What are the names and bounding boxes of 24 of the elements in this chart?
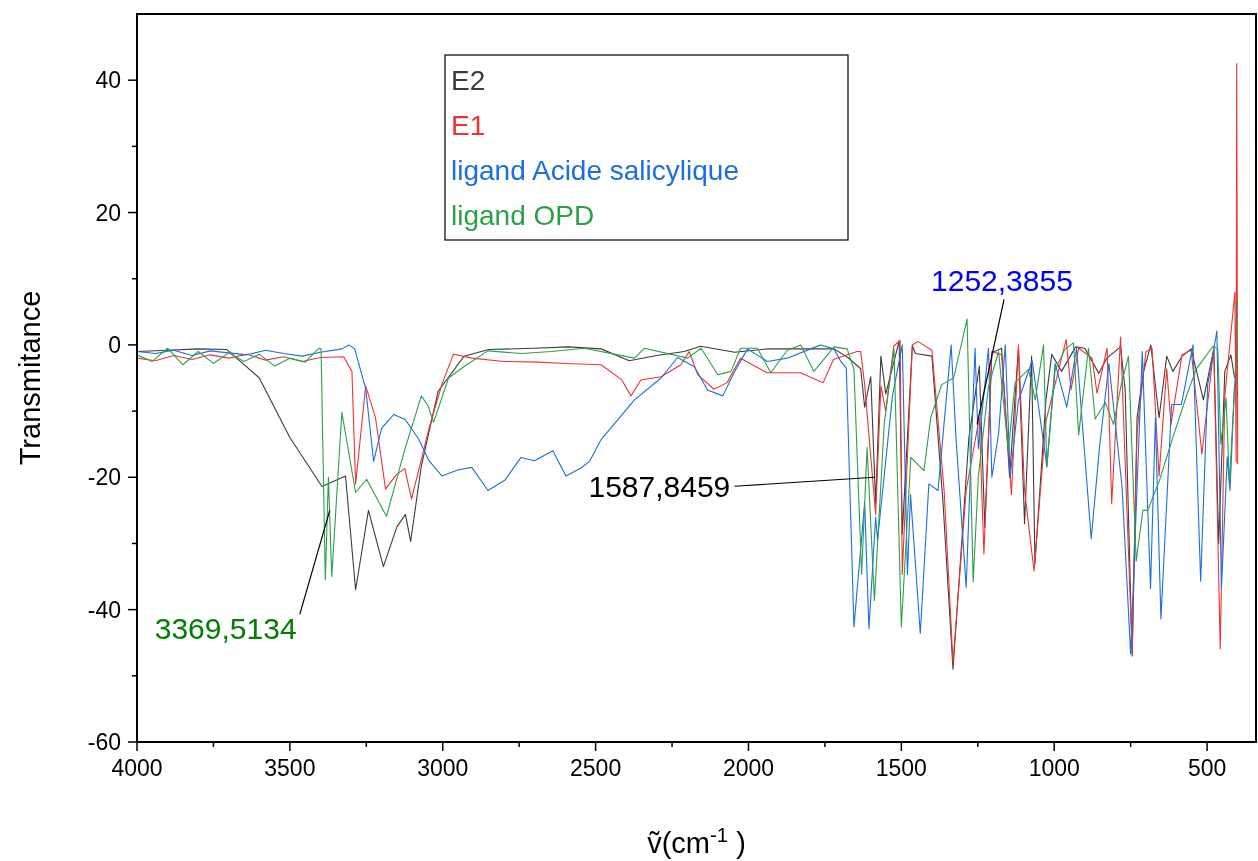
x-tick-label: 1000 — [1028, 755, 1080, 781]
y-tick-label: 20 — [95, 199, 121, 226]
x-tick-label: 1500 — [875, 755, 927, 781]
text: ligand Acide salicylique — [451, 155, 739, 186]
x-tick-label: 3000 — [417, 755, 469, 781]
text: E1 — [451, 110, 486, 141]
y-axis-title: Transmitance — [14, 290, 46, 466]
x-tick-label: 4000 — [111, 755, 163, 781]
annotation: 1252,3855 — [931, 264, 1073, 298]
x-tick-label: 2000 — [722, 755, 775, 781]
annotation: 1587,8459 — [588, 470, 731, 504]
text: E2 — [451, 65, 486, 96]
x-tick-label: 2500 — [570, 755, 622, 781]
line-series — [137, 63, 1239, 664]
x-tick-label: 3500 — [264, 755, 316, 781]
y-tick-label: 0 — [108, 331, 121, 358]
text: ligand OPD — [451, 200, 595, 231]
y-tick-label: -60 — [87, 729, 121, 755]
y-tick-label: -20 — [87, 464, 121, 491]
y-tick-label: 40 — [95, 67, 121, 94]
x-axis-title: ṽ(cm$^{-1}$ ) — [647, 824, 746, 859]
x-tick-label: 500 — [1187, 755, 1227, 781]
annotation: 3369,5134 — [154, 612, 297, 646]
y-tick-label: -40 — [87, 596, 121, 623]
